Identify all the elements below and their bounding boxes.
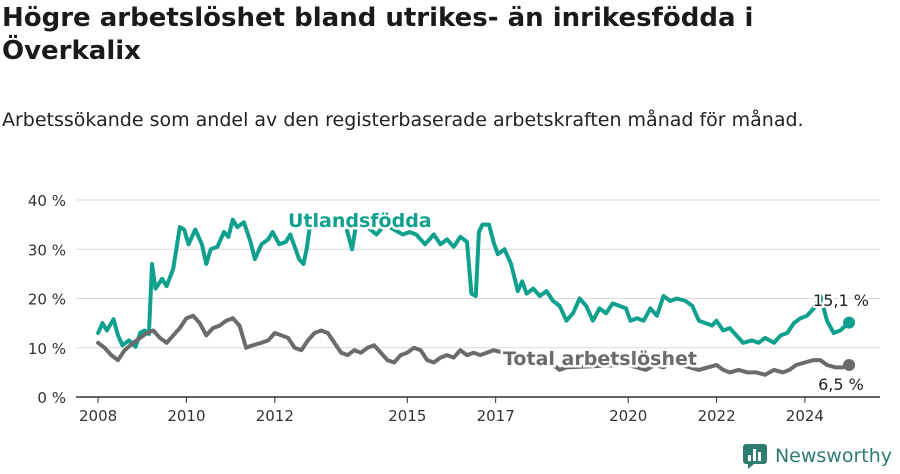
brand-name: Newsworthy [774, 445, 892, 467]
series-lines [96, 217, 856, 377]
x-tick-label: 2017 [477, 407, 515, 425]
series-end-point [843, 358, 856, 371]
bar-chart-icon [742, 444, 767, 469]
x-tick-label: 2012 [256, 407, 294, 425]
series-line-total [96, 313, 852, 377]
series-label-foreign-born: Utlandsfödda [288, 210, 432, 232]
y-tick-label: 40 % [28, 192, 66, 210]
series-label-total: Total arbetslöshet [503, 348, 697, 370]
x-axis: 2008 2010 2012 2015 2017 2020 2022 2024 [76, 396, 880, 425]
x-tick-label: 2020 [609, 407, 647, 425]
x-tick-label: 2015 [388, 407, 426, 425]
x-tick-label: 2022 [697, 407, 735, 425]
y-axis-tick-labels: 0 % 10 % 20 % 30 % 40 % [28, 192, 66, 407]
y-tick-label: 20 % [28, 291, 66, 309]
x-tick-label: 2008 [79, 407, 117, 425]
end-label-foreign-born: 15,1 % [813, 291, 869, 310]
x-tick-label: 2024 [786, 407, 824, 425]
chart-subtitle: Arbetssökande som andel av den registerb… [2, 109, 804, 131]
end-label-total: 6,5 % [818, 375, 864, 394]
y-tick-label: 0 % [37, 389, 66, 407]
y-tick-label: 30 % [28, 241, 66, 259]
y-tick-label: 10 % [28, 340, 66, 358]
x-tick-label: 2010 [167, 407, 205, 425]
series-line-foreign_born [96, 217, 852, 349]
chart-title: Högre arbetslöshet bland utrikes- än inr… [2, 3, 754, 66]
series-annotations: Utlandsfödda Total arbetslöshet 15,1 % 6,5 … [286, 208, 871, 397]
series-end-point [843, 316, 856, 329]
newsworthy-logo[interactable]: Newsworthy [742, 443, 892, 469]
